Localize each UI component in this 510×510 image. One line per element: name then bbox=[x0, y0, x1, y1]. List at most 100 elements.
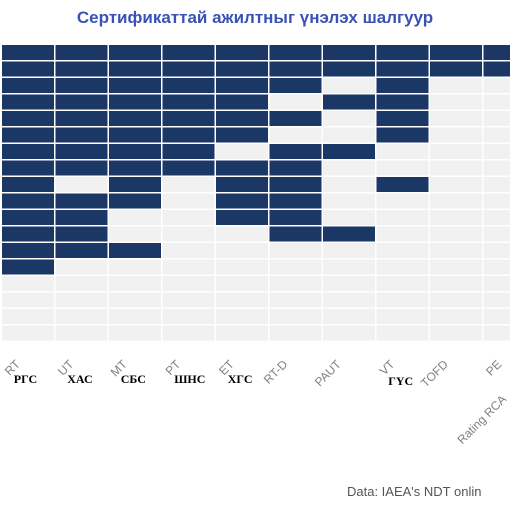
heatmap-cell-tofd-2 bbox=[430, 61, 482, 77]
heatmap-cell-paut-18 bbox=[323, 325, 375, 341]
heatmap-cell-pe-18 bbox=[483, 325, 510, 341]
heatmap-cell-ut-4 bbox=[55, 94, 108, 110]
heatmap-cells bbox=[2, 45, 510, 341]
heatmap-cell-vt-13 bbox=[376, 243, 429, 258]
heatmap-cell-paut-8 bbox=[323, 160, 375, 176]
x-tick-rt-d: RT-D bbox=[261, 357, 291, 387]
heatmap-cell-ut-15 bbox=[55, 276, 108, 291]
heatmap-cell-et-11 bbox=[216, 210, 268, 225]
mn-label-ut: ХАС bbox=[67, 372, 93, 386]
heatmap-cell-rt-d-5 bbox=[269, 111, 322, 126]
heatmap-cell-paut-17 bbox=[323, 309, 375, 324]
heatmap-cell-tofd-3 bbox=[430, 78, 482, 93]
x-tick-paut: PAUT bbox=[312, 357, 344, 389]
heatmap-cell-paut-11 bbox=[323, 210, 375, 225]
heatmap-cell-mt-9 bbox=[109, 177, 161, 192]
heatmap-cell-pt-14 bbox=[162, 259, 215, 275]
heatmap-cell-rt-d-11 bbox=[269, 210, 322, 225]
heatmap-cell-tofd-6 bbox=[430, 127, 482, 143]
heatmap-cell-et-15 bbox=[216, 276, 268, 291]
heatmap-cell-vt-17 bbox=[376, 309, 429, 324]
heatmap-cell-tofd-15 bbox=[430, 276, 482, 291]
heatmap-cell-rt-d-10 bbox=[269, 193, 322, 209]
heatmap-cell-rt-d-15 bbox=[269, 276, 322, 291]
heatmap-cell-pe-12 bbox=[483, 226, 510, 242]
heatmap-cell-pe-3 bbox=[483, 78, 510, 93]
heatmap-cell-paut-4 bbox=[323, 94, 375, 110]
heatmap-cell-paut-16 bbox=[323, 292, 375, 308]
heatmap-cell-rt-14 bbox=[2, 259, 54, 275]
heatmap-cell-rt-d-6 bbox=[269, 127, 322, 143]
heatmap-cell-ut-2 bbox=[55, 61, 108, 77]
heatmap-cell-paut-13 bbox=[323, 243, 375, 258]
heatmap-cell-mt-11 bbox=[109, 210, 161, 225]
heatmap-cell-pt-11 bbox=[162, 210, 215, 225]
heatmap-cell-pe-4 bbox=[483, 94, 510, 110]
heatmap-cell-rt-1 bbox=[2, 45, 54, 60]
heatmap-cell-paut-14 bbox=[323, 259, 375, 275]
heatmap-cell-ut-3 bbox=[55, 78, 108, 93]
heatmap-cell-vt-15 bbox=[376, 276, 429, 291]
heatmap-cell-paut-12 bbox=[323, 226, 375, 242]
heatmap-cell-rt-d-16 bbox=[269, 292, 322, 308]
heatmap-cell-pt-16 bbox=[162, 292, 215, 308]
heatmap-cell-rt-d-17 bbox=[269, 309, 322, 324]
heatmap-cell-mt-3 bbox=[109, 78, 161, 93]
heatmap-cell-ut-10 bbox=[55, 193, 108, 209]
mn-label-et: ХГС bbox=[227, 372, 253, 386]
heatmap-cell-pe-15 bbox=[483, 276, 510, 291]
heatmap-cell-pt-1 bbox=[162, 45, 215, 60]
heatmap-cell-rt-d-18 bbox=[269, 325, 322, 341]
heatmap-cell-pt-7 bbox=[162, 144, 215, 159]
heatmap-cell-pe-16 bbox=[483, 292, 510, 308]
heatmap-cell-rt-8 bbox=[2, 160, 54, 176]
heatmap-cell-mt-15 bbox=[109, 276, 161, 291]
heatmap-cell-tofd-4 bbox=[430, 94, 482, 110]
heatmap-cell-rt-15 bbox=[2, 276, 54, 291]
heatmap-cell-mt-17 bbox=[109, 309, 161, 324]
heatmap-cell-paut-9 bbox=[323, 177, 375, 192]
heatmap-cell-vt-10 bbox=[376, 193, 429, 209]
heatmap-cell-et-7 bbox=[216, 144, 268, 159]
heatmap-cell-pe-11 bbox=[483, 210, 510, 225]
heatmap-cell-et-6 bbox=[216, 127, 268, 143]
heatmap-cell-tofd-12 bbox=[430, 226, 482, 242]
heatmap-cell-ut-16 bbox=[55, 292, 108, 308]
heatmap-cell-pt-18 bbox=[162, 325, 215, 341]
heatmap-cell-ut-13 bbox=[55, 243, 108, 258]
x-tick-pe: PE bbox=[483, 357, 504, 378]
heatmap-cell-et-3 bbox=[216, 78, 268, 93]
heatmap-cell-rt-2 bbox=[2, 61, 54, 77]
heatmap-cell-tofd-7 bbox=[430, 144, 482, 159]
heatmap-cell-et-4 bbox=[216, 94, 268, 110]
heatmap-cell-mt-1 bbox=[109, 45, 161, 60]
heatmap-cell-pe-6 bbox=[483, 127, 510, 143]
heatmap-cell-et-5 bbox=[216, 111, 268, 126]
heatmap-cell-pt-17 bbox=[162, 309, 215, 324]
heatmap-cell-ut-9 bbox=[55, 177, 108, 192]
heatmap-cell-pe-9 bbox=[483, 177, 510, 192]
heatmap-cell-tofd-18 bbox=[430, 325, 482, 341]
heatmap-cell-tofd-1 bbox=[430, 45, 482, 60]
heatmap-cell-pt-3 bbox=[162, 78, 215, 93]
heatmap-cell-pt-6 bbox=[162, 127, 215, 143]
heatmap-cell-vt-1 bbox=[376, 45, 429, 60]
heatmap-cell-ut-18 bbox=[55, 325, 108, 341]
heatmap-cell-ut-12 bbox=[55, 226, 108, 242]
heatmap-cell-pe-14 bbox=[483, 259, 510, 275]
mn-label-mt: СБС bbox=[120, 372, 146, 386]
heatmap-cell-mt-10 bbox=[109, 193, 161, 209]
heatmap-cell-pt-10 bbox=[162, 193, 215, 209]
heatmap-cell-ut-8 bbox=[55, 160, 108, 176]
mn-label-rt: РГС bbox=[13, 372, 38, 386]
heatmap-cell-rt-3 bbox=[2, 78, 54, 93]
heatmap-cell-tofd-5 bbox=[430, 111, 482, 126]
heatmap-cell-ut-14 bbox=[55, 259, 108, 275]
heatmap-cell-pe-10 bbox=[483, 193, 510, 209]
heatmap-cell-ut-1 bbox=[55, 45, 108, 60]
heatmap-cell-vt-6 bbox=[376, 127, 429, 143]
heatmap-cell-rt-17 bbox=[2, 309, 54, 324]
heatmap-cell-vt-2 bbox=[376, 61, 429, 77]
heatmap-cell-mt-6 bbox=[109, 127, 161, 143]
heatmap-cell-et-12 bbox=[216, 226, 268, 242]
